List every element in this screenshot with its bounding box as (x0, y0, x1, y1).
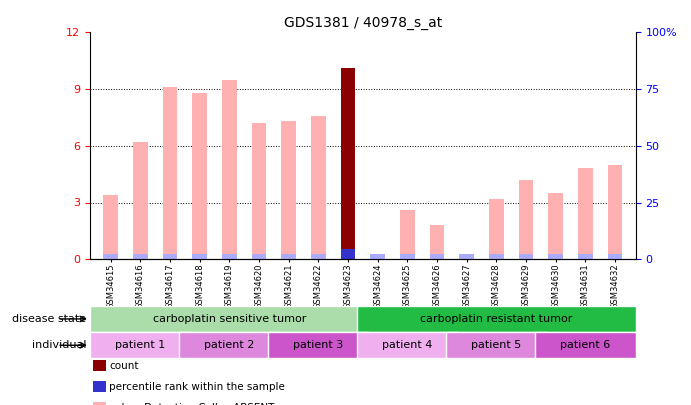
Bar (370, 256, 385, 259)
Text: patient 4: patient 4 (382, 340, 433, 350)
Bar (400, 254, 415, 259)
Bar (400, 210, 415, 259)
Text: patient 5: patient 5 (471, 340, 522, 350)
Bar (133, 142, 148, 259)
Bar (252, 123, 266, 259)
Title: GDS1381 / 40978_s_at: GDS1381 / 40978_s_at (283, 16, 442, 30)
Bar (460, 254, 474, 259)
Text: count: count (109, 361, 139, 371)
Bar (535, 332, 636, 358)
Text: individual: individual (32, 340, 86, 350)
Bar (578, 254, 593, 259)
Bar (268, 332, 369, 358)
Text: carboplatin sensitive tumor: carboplatin sensitive tumor (153, 314, 306, 324)
Bar (281, 254, 296, 259)
Bar (489, 199, 504, 259)
Bar (222, 80, 237, 259)
Bar (357, 306, 636, 332)
Bar (548, 254, 563, 259)
Bar (311, 254, 325, 259)
Bar (518, 180, 533, 259)
Bar (430, 254, 444, 259)
Bar (281, 121, 296, 259)
Bar (103, 195, 118, 259)
Bar (341, 249, 355, 259)
Text: disease state: disease state (12, 314, 86, 324)
Bar (103, 254, 118, 259)
Bar (607, 165, 623, 259)
Bar (548, 193, 563, 259)
Text: value, Detection Call = ABSENT: value, Detection Call = ABSENT (109, 403, 274, 405)
Bar (460, 258, 474, 259)
Bar (192, 254, 207, 259)
Bar (90, 306, 369, 332)
Bar (222, 254, 237, 259)
Bar (370, 254, 385, 259)
Bar (446, 332, 547, 358)
Text: percentile rank within the sample: percentile rank within the sample (109, 382, 285, 392)
Text: patient 3: patient 3 (293, 340, 343, 350)
Bar (430, 225, 444, 259)
Bar (162, 87, 178, 259)
Text: carboplatin resistant tumor: carboplatin resistant tumor (420, 314, 572, 324)
Bar (311, 115, 325, 259)
Bar (357, 332, 457, 358)
Text: patient 6: patient 6 (560, 340, 610, 350)
Bar (133, 254, 148, 259)
Bar (518, 254, 533, 259)
Bar (179, 332, 280, 358)
Bar (90, 332, 191, 358)
Bar (162, 254, 178, 259)
Bar (489, 254, 504, 259)
Bar (607, 254, 623, 259)
Text: patient 1: patient 1 (115, 340, 165, 350)
Bar (341, 68, 355, 259)
Text: patient 2: patient 2 (204, 340, 254, 350)
Bar (192, 93, 207, 259)
Bar (578, 168, 593, 259)
Bar (252, 254, 266, 259)
